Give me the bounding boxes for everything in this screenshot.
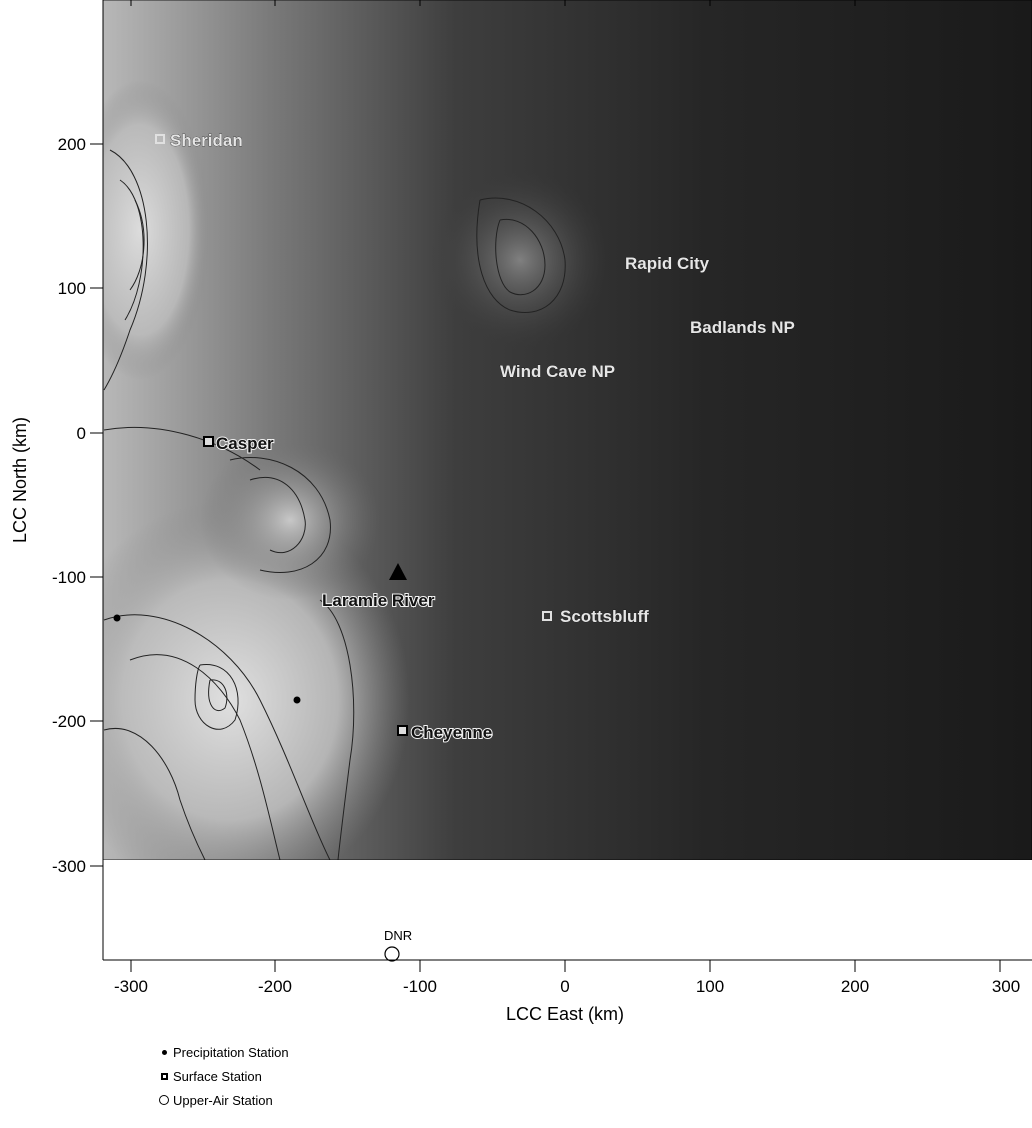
x-tick-label: -300 <box>114 977 148 996</box>
surface-station-marker <box>203 436 214 447</box>
y-tick-label: -300 <box>52 857 86 876</box>
place-label-cheyenne: Cheyenne <box>411 723 492 742</box>
place-label-laramie-river: Laramie River <box>322 591 435 610</box>
legend-item-precipitation: Precipitation Station <box>158 1040 289 1064</box>
place-label-wind-cave: Wind Cave NP <box>500 362 615 381</box>
y-axis: 200 100 0 -100 -200 -300 LCC North (km) <box>10 135 103 876</box>
x-tick-label: 0 <box>560 977 569 996</box>
precipitation-dot-icon <box>158 1049 170 1055</box>
x-tick-label: 200 <box>841 977 869 996</box>
surface-station-marker <box>155 134 165 144</box>
x-tick-label: -200 <box>258 977 292 996</box>
station-markers <box>113 134 552 962</box>
precipitation-station-marker <box>113 614 121 622</box>
upper-air-station-marker <box>384 946 400 962</box>
legend-label: Precipitation Station <box>173 1044 289 1060</box>
legend-item-upper-air: Upper-Air Station <box>158 1088 289 1112</box>
map-legend: Precipitation Station Surface Station Up… <box>158 1040 289 1112</box>
place-label-sheridan: Sheridan <box>170 131 243 150</box>
surface-square-icon <box>158 1072 170 1080</box>
legend-item-surface: Surface Station <box>158 1064 289 1088</box>
legend-label: Surface Station <box>173 1068 262 1084</box>
surface-station-marker <box>397 725 408 736</box>
surface-station-marker <box>542 611 552 621</box>
y-tick-label: 200 <box>58 135 86 154</box>
y-tick-label: -100 <box>52 568 86 587</box>
legend-label: Upper-Air Station <box>173 1092 273 1108</box>
x-axis: -300 -200 -100 0 100 200 300 LCC East (k… <box>114 0 1020 1024</box>
precipitation-station-marker <box>293 696 301 704</box>
x-tick-label: 100 <box>696 977 724 996</box>
place-label-casper: Casper <box>216 434 274 453</box>
x-axis-title: LCC East (km) <box>506 1004 624 1024</box>
y-tick-label: -200 <box>52 712 86 731</box>
power-plant-triangle-marker <box>389 563 407 580</box>
y-tick-label: 0 <box>77 424 86 443</box>
upper-air-circle-icon <box>158 1095 170 1105</box>
place-label-scottsbluff: Scottsbluff <box>560 607 649 626</box>
x-tick-label: 300 <box>992 977 1020 996</box>
x-tick-label: -100 <box>403 977 437 996</box>
no-data-strip <box>103 860 1032 960</box>
place-label-dnr: DNR <box>384 928 412 943</box>
terrain-raster <box>103 0 1032 860</box>
place-labels: Sheridan Rapid City Badlands NP Wind Cav… <box>170 131 795 943</box>
place-label-badlands: Badlands NP <box>690 318 795 337</box>
y-tick-label: 100 <box>58 279 86 298</box>
place-label-rapid-city: Rapid City <box>625 254 710 273</box>
y-axis-title: LCC North (km) <box>10 417 30 543</box>
